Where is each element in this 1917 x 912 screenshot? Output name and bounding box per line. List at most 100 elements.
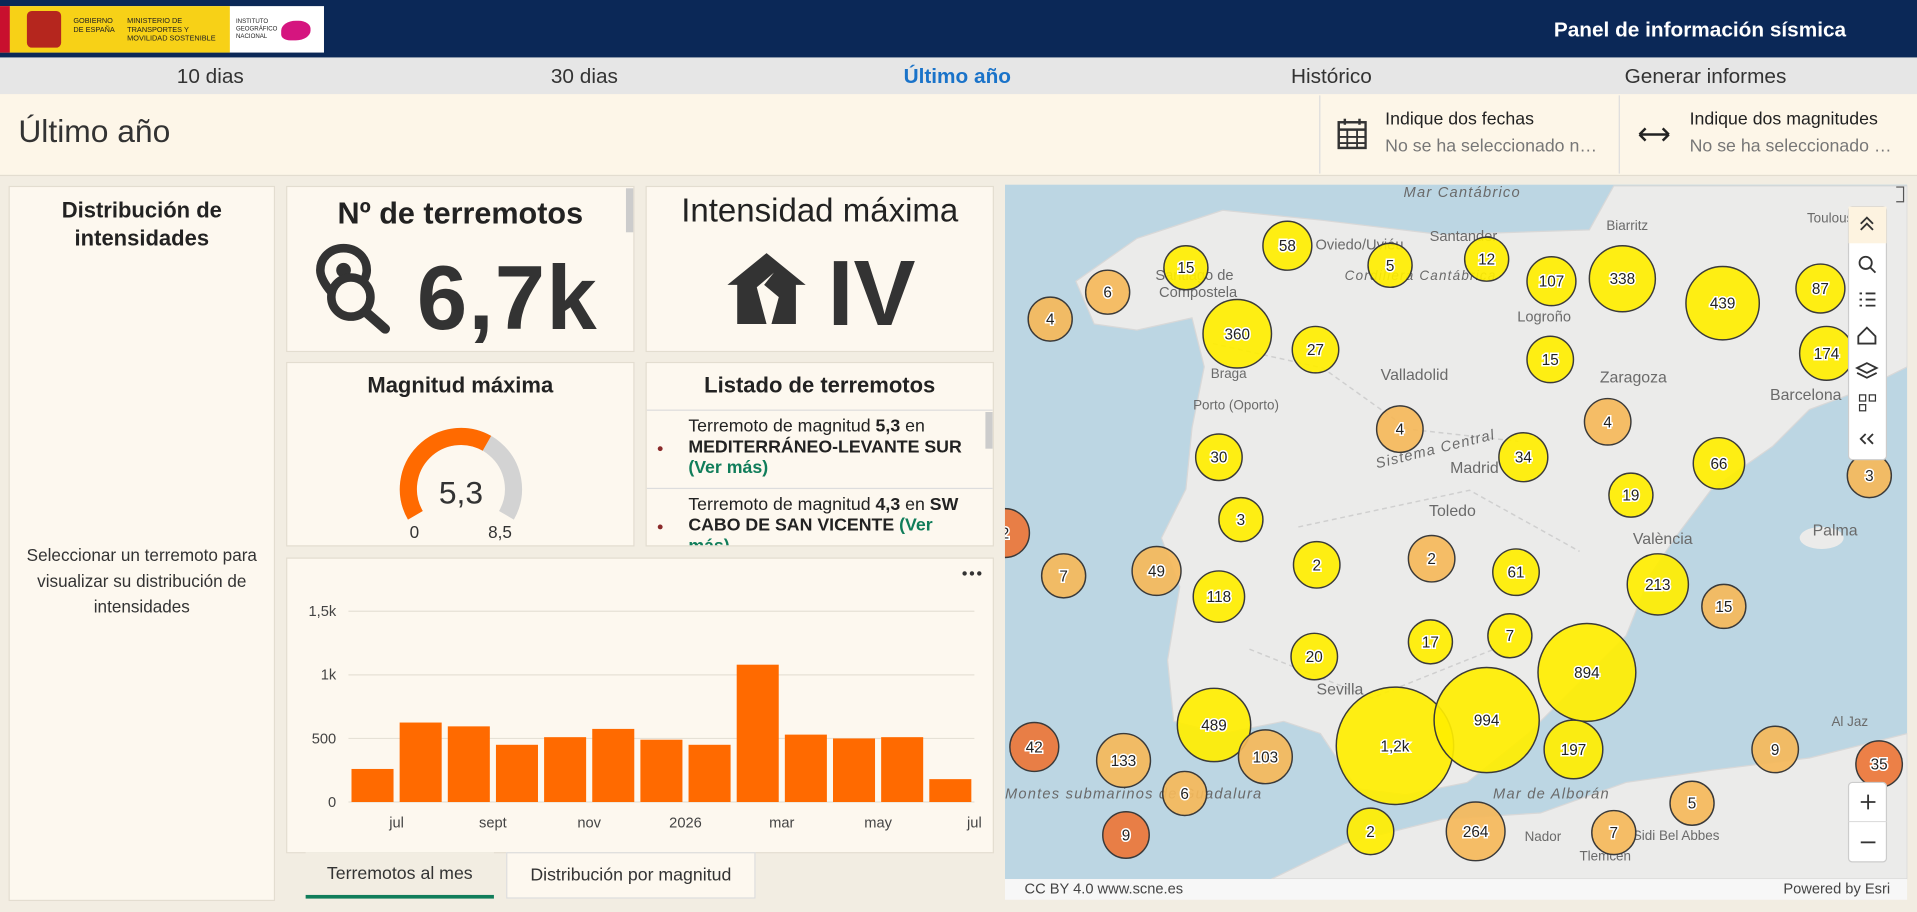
cluster-label: 7	[1506, 628, 1515, 645]
place-label: Montes submarinos de Guadalura	[1005, 786, 1262, 802]
icon-collapse[interactable]	[1860, 216, 1874, 231]
fullscreen[interactable]	[1896, 186, 1905, 203]
menu-icon[interactable]	[961, 568, 983, 578]
cluster[interactable]	[1292, 540, 1341, 589]
cluster-label: 30	[1210, 450, 1227, 467]
zoom-in[interactable]	[1860, 794, 1876, 810]
chart-tab[interactable]: Terremotos al mes	[305, 852, 494, 899]
cluster[interactable]	[1375, 405, 1424, 454]
calendar-icon[interactable]	[1337, 118, 1367, 151]
item-prefix: Terremoto de magnitud	[688, 416, 871, 437]
house-icon	[727, 253, 806, 324]
nav-tab[interactable]: Último año	[903, 64, 1011, 89]
bar	[399, 722, 442, 803]
cluster[interactable]	[1262, 220, 1313, 271]
cluster[interactable]	[1588, 245, 1657, 313]
list-card: Listado de terremotos Terremoto de magni…	[645, 361, 994, 547]
cluster[interactable]	[1407, 534, 1456, 583]
icon-search[interactable]	[1869, 267, 1877, 274]
cluster[interactable]	[1492, 548, 1540, 597]
cluster[interactable]	[1084, 269, 1131, 315]
icon-qr[interactable]	[1858, 394, 1867, 402]
nav-tab[interactable]: 10 dias	[176, 64, 244, 89]
icon-expand[interactable]	[1859, 433, 1874, 445]
cluster[interactable]	[1004, 507, 1031, 559]
place-label: Al Jaz	[1831, 714, 1868, 729]
cluster-label: 49	[1148, 563, 1165, 580]
cluster-label: 4	[1046, 312, 1055, 329]
cluster-label: 27	[1307, 342, 1324, 359]
cluster[interactable]	[1102, 811, 1150, 859]
cluster[interactable]	[1751, 725, 1800, 774]
cluster[interactable]	[1498, 432, 1549, 483]
cluster[interactable]	[1194, 433, 1243, 482]
chart-tab[interactable]: Distribución por magnitud	[506, 852, 756, 899]
cluster[interactable]	[1095, 732, 1152, 789]
cluster[interactable]	[1027, 296, 1073, 342]
cluster[interactable]	[1537, 622, 1637, 723]
nav-tab[interactable]: Generar informes	[1624, 64, 1787, 89]
place-label: Toulouse	[1807, 211, 1861, 226]
cluster-label: 4	[1396, 422, 1405, 439]
cluster[interactable]	[1487, 613, 1533, 659]
cluster[interactable]	[1367, 242, 1413, 289]
land-island	[1799, 526, 1844, 549]
cluster-label: 20	[1306, 649, 1323, 666]
powered-by[interactable]: Powered by Esri	[1783, 882, 1890, 898]
nav-tab[interactable]: 30 dias	[550, 64, 618, 89]
cluster[interactable]	[1685, 265, 1761, 341]
cluster[interactable]	[1407, 619, 1454, 665]
cluster[interactable]	[1237, 729, 1294, 785]
icon-qr[interactable]	[1858, 404, 1867, 412]
filter-label[interactable]: Indique dos magnitudes	[1689, 110, 1878, 130]
cluster[interactable]	[1009, 721, 1060, 773]
cluster[interactable]	[1040, 553, 1087, 599]
cluster[interactable]	[1290, 632, 1339, 681]
cluster[interactable]	[1463, 236, 1510, 282]
icon-search[interactable]	[1858, 255, 1873, 270]
cluster[interactable]	[1346, 807, 1395, 856]
cluster[interactable]	[1526, 335, 1575, 384]
logo-text: INSTITUTO GEOGRÁFICO NACIONAL	[235, 18, 278, 41]
range-icon[interactable]	[1637, 126, 1671, 143]
bar	[592, 728, 635, 803]
item-link[interactable]: (Ver más)	[688, 458, 769, 479]
cluster[interactable]	[1583, 397, 1632, 446]
panel-title: Distribución de intensidades	[61, 198, 222, 251]
cluster[interactable]	[1795, 263, 1846, 314]
cluster[interactable]	[1218, 496, 1264, 543]
map[interactable]: CC BY 4.0 www.scne.es Powered by Esri Ma…	[1004, 184, 1908, 900]
icon-qr[interactable]	[1868, 394, 1877, 402]
cluster[interactable]	[1626, 553, 1690, 616]
icon-legend[interactable]	[1859, 292, 1876, 307]
cluster[interactable]	[1701, 583, 1747, 630]
cluster[interactable]	[1591, 809, 1637, 856]
cluster[interactable]	[1163, 245, 1209, 291]
cluster[interactable]	[1176, 687, 1252, 763]
cluster[interactable]	[1543, 719, 1604, 780]
cluster[interactable]	[1669, 780, 1715, 826]
filter-label[interactable]: Indique dos fechas	[1385, 110, 1535, 130]
place-label: Biarritz	[1606, 218, 1648, 233]
cluster[interactable]	[1526, 256, 1577, 307]
cluster[interactable]	[1192, 570, 1246, 624]
icon-shape	[327, 273, 375, 321]
cluster[interactable]	[1131, 545, 1182, 597]
icon-home[interactable]	[1857, 326, 1877, 345]
cluster-label: 489	[1201, 717, 1226, 734]
item-place: MEDITERRÁNEO-LEVANTE SUR	[688, 437, 962, 458]
cluster[interactable]	[1608, 472, 1654, 518]
item-prefix: Terremoto de magnitud	[688, 495, 871, 515]
nav-tab[interactable]: Histórico	[1290, 64, 1372, 89]
cluster[interactable]	[1445, 801, 1506, 862]
cluster[interactable]	[1291, 325, 1340, 374]
cluster[interactable]	[1202, 298, 1273, 369]
icon-layers[interactable]	[1855, 362, 1879, 379]
app-title: Panel de información sísmica	[1553, 18, 1847, 42]
divider	[1618, 95, 1620, 174]
bar	[736, 664, 779, 803]
cluster[interactable]	[1433, 666, 1540, 774]
cluster[interactable]	[1161, 770, 1208, 817]
item-link[interactable]: (Ver más)	[688, 515, 933, 547]
cluster[interactable]	[1692, 436, 1746, 490]
